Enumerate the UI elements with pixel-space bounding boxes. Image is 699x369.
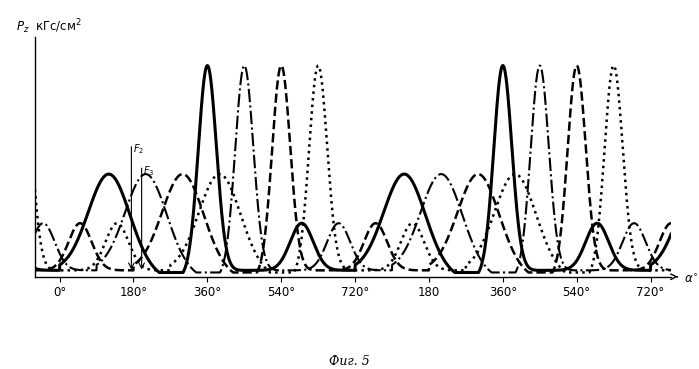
Text: $F_2$: $F_2$ xyxy=(133,142,144,156)
Text: $\alpha^{\circ}$: $\alpha^{\circ}$ xyxy=(684,273,698,286)
Text: Фиг. 5: Фиг. 5 xyxy=(329,355,370,368)
Text: $P_z$  кГс/см$^2$: $P_z$ кГс/см$^2$ xyxy=(16,18,82,37)
Legend: 1цилиндр,, 2цилиндр,, 3цилиндр,, 4цилиндр: 1цилиндр,, 2цилиндр,, 3цилиндр,, 4цилинд… xyxy=(128,363,578,369)
Text: $F_3$: $F_3$ xyxy=(143,164,154,178)
